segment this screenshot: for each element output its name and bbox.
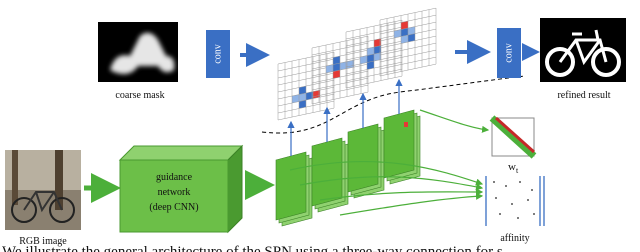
guidance-network-label: network	[158, 187, 191, 198]
grid-cell	[408, 33, 415, 43]
refined-result-image	[540, 18, 626, 82]
grid-rule	[312, 91, 368, 105]
grid-cell	[374, 45, 381, 55]
grid-cell	[299, 100, 306, 109]
connections	[289, 109, 490, 216]
grid-rule	[380, 42, 436, 56]
weights-subscript: t	[516, 166, 519, 175]
grid-cell	[333, 63, 340, 72]
weights-matrix	[489, 115, 537, 159]
grid-rule	[380, 56, 436, 70]
grid-rule	[312, 70, 368, 84]
grid-rule	[278, 100, 334, 114]
grid-cell	[408, 26, 415, 36]
grid-rule	[312, 84, 368, 98]
plane	[311, 137, 343, 207]
guidance-network-label: guidance	[156, 172, 193, 183]
grid-rule	[346, 61, 402, 75]
grid-cell	[367, 61, 374, 70]
plane	[347, 123, 379, 193]
conv-box	[497, 28, 521, 78]
grid-rule	[346, 75, 402, 89]
grid	[345, 19, 403, 89]
grid-rule	[346, 19, 402, 33]
coarse-mask-image	[98, 22, 178, 82]
affinity-matrix	[485, 176, 545, 226]
dashed-separator	[261, 75, 526, 134]
grid-cell	[306, 91, 313, 101]
grid-cell	[333, 56, 340, 65]
grid	[379, 7, 437, 77]
conv-label: conv	[503, 43, 514, 62]
grid-cell	[394, 29, 401, 39]
grid-rule	[380, 49, 436, 63]
grid-rule	[278, 93, 334, 107]
grid-cell-active	[401, 21, 408, 30]
weights-label: wt	[508, 161, 519, 175]
weights-symbol: w	[508, 161, 516, 173]
grid-cell-active	[333, 70, 340, 79]
grid-rule	[278, 51, 334, 65]
guidance-network-block	[118, 144, 244, 234]
grid-cell	[299, 86, 306, 95]
rgb-image-label: RGB image	[19, 236, 67, 247]
conv-label: conv	[212, 44, 223, 63]
rgb-image	[5, 150, 81, 230]
plane	[275, 151, 307, 221]
grid-rule	[312, 35, 368, 49]
grid-rule	[312, 77, 368, 91]
conv-box	[206, 30, 230, 78]
grid-rule	[346, 54, 402, 68]
grid-cell	[299, 93, 306, 102]
grid-cell	[367, 54, 374, 63]
grid-cell	[367, 47, 374, 56]
guidance-planes	[275, 78, 421, 227]
guidance-network-label: (deep CNN)	[149, 202, 198, 213]
grid-cell	[326, 64, 333, 74]
plane	[383, 109, 415, 179]
propagation-grids	[277, 7, 437, 121]
grid-cell	[292, 94, 299, 104]
grid-rule	[278, 86, 334, 100]
caption: We illustrate the general architecture o…	[2, 244, 503, 252]
plane-highlight	[404, 122, 408, 127]
grid-cell	[401, 28, 408, 37]
grid-rule	[380, 63, 436, 77]
grid	[311, 35, 369, 105]
grid-rule	[380, 7, 436, 21]
grid-cell	[360, 55, 367, 65]
grid-cell-active	[374, 38, 381, 48]
affinity-label: affinity	[500, 233, 529, 244]
grid-cell	[401, 35, 408, 44]
grid-cell	[340, 61, 347, 71]
refined-result-label: refined result	[557, 90, 610, 101]
grid	[277, 51, 335, 121]
grid-cell	[374, 52, 381, 62]
coarse-mask-label: coarse mask	[115, 90, 164, 101]
grid-rule	[346, 68, 402, 82]
